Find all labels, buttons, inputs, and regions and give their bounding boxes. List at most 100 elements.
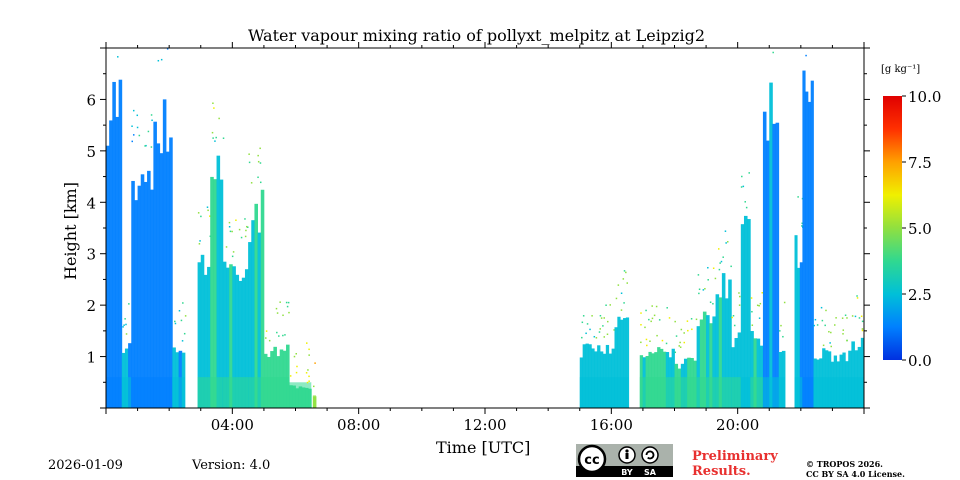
heatmap-speckle [268, 339, 271, 342]
heatmap-speckle [830, 331, 832, 334]
heatmap-cell [166, 151, 170, 408]
heatmap-speckle [170, 33, 172, 35]
heatmap-speckle [244, 218, 246, 220]
heatmap-cell [131, 180, 135, 408]
heatmap-speckle [625, 271, 627, 274]
heatmap-speckle [131, 140, 133, 143]
heatmap-cell [156, 143, 161, 408]
heatmap-speckle [835, 317, 837, 319]
heatmap-cell [312, 395, 317, 408]
heatmap-speckle [289, 375, 292, 377]
heatmap-cell [775, 122, 780, 408]
heatmap-column [639, 305, 676, 408]
heatmap-speckle [593, 335, 596, 338]
heatmap-speckle [702, 289, 705, 291]
heatmap-speckle [259, 162, 262, 164]
heatmap-speckle [228, 221, 231, 224]
date-label: 2026-01-09 [48, 458, 123, 473]
heatmap-speckle [308, 348, 310, 351]
heatmap-speckle [759, 302, 762, 305]
heatmap-cell [153, 121, 157, 408]
heatmap-speckle [844, 314, 847, 317]
heatmap-cell [229, 264, 233, 408]
heatmap-cell [769, 82, 773, 408]
heatmap-cell [597, 345, 601, 408]
heatmap-speckle [151, 119, 153, 122]
heatmap-speckle [181, 340, 184, 342]
heatmap-speckle [730, 265, 732, 268]
heatmap-speckle [623, 270, 626, 272]
heatmap-speckle [599, 328, 601, 330]
heatmap-cell [750, 331, 754, 408]
heatmap-speckle [829, 342, 831, 344]
heatmap-speckle [136, 114, 139, 117]
heatmap-speckle [111, 24, 113, 26]
heatmap-speckle [761, 292, 763, 294]
heatmap-column [153, 31, 173, 408]
heatmap-speckle [725, 242, 727, 244]
heatmap-speckle [144, 145, 146, 147]
heatmap-speckle [846, 317, 848, 319]
heatmap-speckle [719, 262, 721, 264]
heatmap-speckle [308, 380, 310, 382]
heatmap-cell [617, 316, 621, 408]
heatmap-column [106, 21, 123, 408]
heatmap-speckle [744, 201, 746, 203]
heatmap-cell [772, 123, 776, 408]
cc-badge-by: BY [621, 468, 633, 477]
heatmap-speckle [314, 362, 316, 364]
heatmap-speckle [287, 301, 290, 304]
heatmap-speckle [724, 230, 727, 232]
heatmap-speckle [286, 305, 289, 308]
heatmap-speckle [811, 28, 813, 30]
y-tick-label: 5 [86, 143, 96, 161]
heatmap-column [121, 303, 132, 408]
x-axis-label: Time [UTC] [436, 438, 531, 457]
heatmap-speckle [591, 315, 593, 317]
heatmap-speckle [265, 330, 268, 332]
y-tick-label: 6 [86, 91, 96, 109]
heatmap-speckle [697, 274, 700, 276]
heatmap-cell [147, 170, 151, 408]
heatmap-cell [614, 377, 629, 408]
heatmap-speckle [279, 301, 281, 303]
heatmap-speckle [147, 130, 150, 133]
heatmap-speckle [607, 320, 609, 323]
heatmap-speckle [145, 144, 147, 147]
colorbar-tick-label: 2.5 [908, 286, 932, 304]
heatmap-speckle [640, 341, 642, 344]
heatmap-cell [709, 323, 713, 408]
heatmap-speckle [183, 332, 186, 335]
heatmap-column [289, 342, 312, 408]
heatmap-speckle [238, 228, 241, 231]
heatmap-cell [222, 261, 227, 408]
heatmap-speckle [860, 315, 863, 318]
heatmap-speckle [834, 324, 836, 326]
heatmap-cell [725, 298, 729, 408]
heatmap-speckle [679, 346, 682, 348]
heatmap-cell [721, 273, 726, 408]
heatmap-speckle [131, 125, 133, 127]
heatmap-speckle [155, 31, 157, 33]
heatmap-speckle [720, 260, 723, 263]
heatmap-speckle [209, 215, 211, 217]
heatmap-speckle [645, 309, 647, 312]
heatmap-speckle [293, 355, 296, 358]
heatmap-speckle [674, 320, 676, 323]
heatmap-speckle [698, 292, 700, 295]
heatmap-cell [143, 181, 148, 408]
heatmap-speckle [758, 317, 761, 319]
heatmap-speckle [218, 117, 220, 120]
heatmap-speckle [184, 315, 187, 317]
heatmap-column [579, 304, 615, 408]
heatmap-speckle [645, 338, 648, 341]
heatmap-cell [706, 315, 710, 408]
heatmap-speckle [120, 21, 122, 23]
heatmap-speckle [814, 318, 817, 321]
heatmap-speckle [166, 32, 168, 33]
heatmap-speckle [166, 48, 169, 50]
heatmap-speckle [764, 41, 766, 43]
heatmap-speckle [842, 329, 845, 331]
heatmap-cell [605, 344, 610, 408]
heatmap-cell [257, 232, 262, 408]
